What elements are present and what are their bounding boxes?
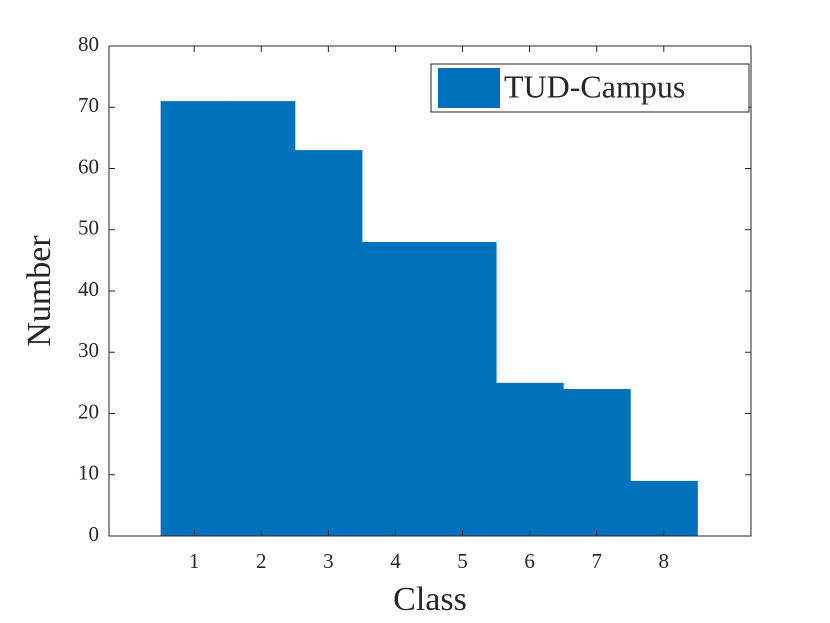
x-tick-label: 7 <box>591 549 602 573</box>
bar <box>227 101 296 536</box>
bar <box>160 101 229 536</box>
y-tick-label: 10 <box>78 461 99 485</box>
x-tick-label: 3 <box>323 549 334 573</box>
bar <box>496 382 564 536</box>
y-tick-label: 60 <box>78 154 99 178</box>
y-tick-label: 30 <box>78 338 99 362</box>
bar <box>294 150 363 536</box>
bar <box>630 480 698 536</box>
y-axis-label: Number <box>21 235 58 347</box>
y-tick-label: 20 <box>78 399 99 423</box>
y-tick-label: 0 <box>89 522 100 546</box>
bar <box>361 242 430 536</box>
x-axis-label: Class <box>393 581 467 618</box>
x-tick-label: 8 <box>659 549 670 573</box>
x-tick-label: 6 <box>524 549 535 573</box>
x-tick-label: 5 <box>457 549 468 573</box>
y-tick-label: 80 <box>78 32 99 56</box>
x-tick-label: 4 <box>390 549 401 573</box>
legend-label: TUD-Campus <box>504 68 685 104</box>
x-tick-label: 1 <box>189 549 200 573</box>
x-tick-label: 2 <box>256 549 267 573</box>
y-tick-label: 40 <box>78 277 99 301</box>
bar <box>563 389 631 536</box>
y-tick-label: 50 <box>78 216 99 240</box>
bar <box>428 242 497 536</box>
legend-swatch <box>438 68 500 108</box>
y-tick-label: 70 <box>78 93 99 117</box>
